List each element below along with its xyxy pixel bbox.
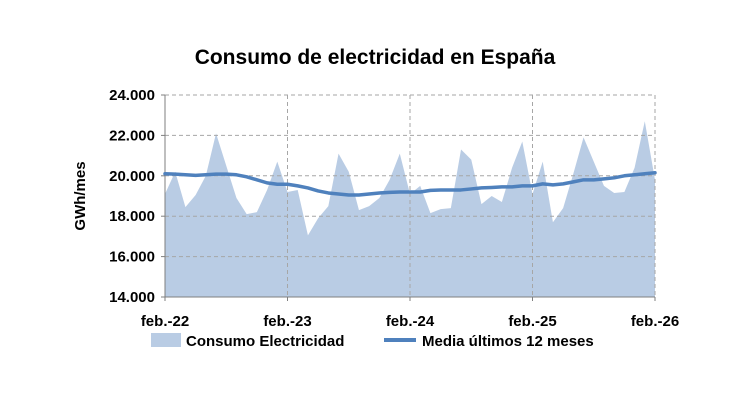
x-tick-label: feb.-26 bbox=[631, 313, 679, 330]
x-tick-label: feb.-25 bbox=[508, 313, 556, 330]
legend-label-line: Media últimos 12 meses bbox=[422, 333, 594, 350]
x-tick-label: feb.-24 bbox=[386, 313, 435, 330]
y-tick-label: 20.000 bbox=[109, 168, 155, 185]
legend-label-area: Consumo Electricidad bbox=[186, 333, 344, 350]
y-tick-label: 16.000 bbox=[109, 249, 155, 266]
y-axis-title: GWh/mes bbox=[72, 161, 89, 230]
x-tick-label: feb.-22 bbox=[141, 313, 189, 330]
y-tick-label: 18.000 bbox=[109, 208, 155, 225]
y-tick-label: 22.000 bbox=[109, 127, 155, 144]
y-tick-label: 24.000 bbox=[109, 87, 155, 104]
chart-title: Consumo de electricidad en España bbox=[194, 46, 556, 69]
legend-swatch-area bbox=[151, 333, 181, 347]
y-tick-label: 14.000 bbox=[109, 289, 155, 306]
line-media-ultimos-12-meses bbox=[163, 171, 657, 197]
x-tick-label: feb.-23 bbox=[263, 313, 311, 330]
